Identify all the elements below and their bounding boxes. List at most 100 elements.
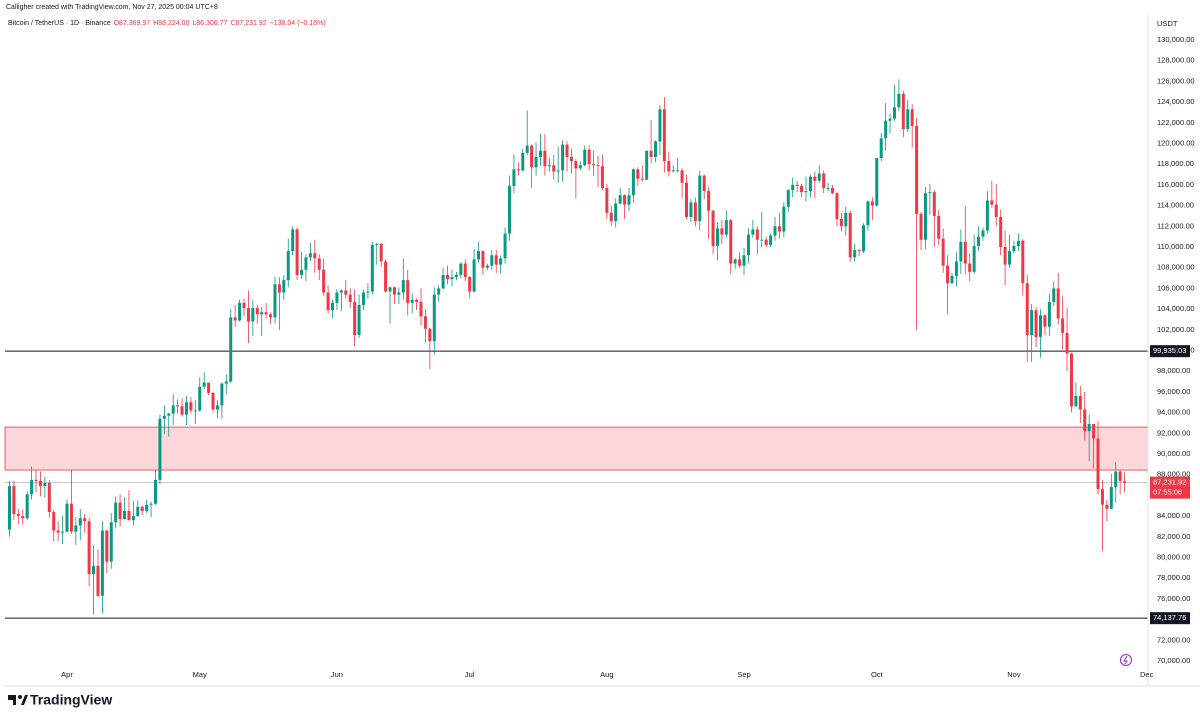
candle-body [627, 195, 631, 205]
candle-body [946, 265, 950, 284]
candle-body [1074, 396, 1078, 407]
candle-body [826, 188, 830, 189]
x-tick-label: May [193, 670, 207, 679]
candle-body [724, 220, 728, 235]
candle-body [459, 263, 463, 275]
candle-body [981, 230, 985, 237]
candle-body [879, 138, 883, 158]
candle-body [397, 292, 401, 295]
x-tick-label: Sep [737, 670, 750, 679]
candle-body [295, 229, 299, 275]
candle-body [1065, 332, 1069, 354]
candle-body [428, 328, 432, 342]
candle-body [795, 184, 799, 186]
candle-body [450, 277, 454, 280]
candle-body [260, 312, 264, 315]
candle-body [198, 386, 202, 411]
ohlc-value: C87,231.92 [230, 20, 266, 27]
candle-body [1003, 247, 1007, 265]
candle-body [370, 244, 374, 292]
candle-body [339, 290, 343, 293]
candle-body [534, 156, 538, 168]
candle-body [485, 265, 489, 268]
candle-body [189, 402, 193, 411]
candle-body [366, 291, 370, 293]
candle-body [928, 192, 932, 194]
ohlc-value: O87,369.97 [114, 20, 151, 27]
candle-body [454, 274, 458, 278]
y-tick-label: 114,000.00 [1157, 201, 1194, 210]
candle-body [552, 165, 556, 172]
y-tick-label: 108,000.00 [1157, 263, 1195, 272]
candle-body [941, 238, 945, 266]
brand-logo [8, 695, 28, 705]
candle-body [78, 518, 82, 526]
candle-body [1100, 489, 1104, 505]
candle-body [565, 144, 569, 157]
candle-body [932, 192, 936, 216]
y-tick-label: 88,000.00 [1157, 470, 1190, 479]
candle-body [508, 185, 511, 234]
candle-body [100, 530, 104, 596]
candle-body [556, 170, 560, 172]
x-tick-label: Nov [1007, 670, 1021, 679]
candle-body [74, 525, 78, 532]
candle-body [65, 503, 69, 532]
candle-body [561, 144, 565, 171]
price-label-box [1150, 345, 1190, 358]
y-tick-label: 96,000.00 [1157, 387, 1190, 396]
candle-body [897, 93, 901, 108]
candle-body [977, 236, 981, 246]
candle-body [583, 149, 587, 166]
candle-body [764, 239, 768, 245]
candle-body [375, 243, 379, 245]
candle-body [184, 402, 188, 415]
candle-body [972, 245, 976, 272]
y-tick-label: 104,000.00 [1157, 304, 1195, 313]
y-tick-label: 70,000.00 [1157, 656, 1190, 665]
candle-body [114, 502, 118, 523]
symbol: Bitcoin / TetherUS · 1D · Binance [8, 20, 111, 27]
candle-body [720, 228, 724, 235]
candle-body [521, 152, 525, 171]
candle-body [1083, 409, 1087, 432]
candle-body [623, 195, 627, 205]
candle-body [1021, 240, 1025, 284]
candle-body [145, 504, 149, 511]
candle-body [870, 201, 874, 206]
candle-body [702, 175, 706, 192]
candle-body [1123, 481, 1127, 483]
candle-body [246, 308, 250, 322]
candle-body [738, 259, 742, 266]
candle-body [693, 202, 697, 222]
candle-body [1025, 283, 1029, 335]
candle-body [813, 176, 817, 181]
y-tick-label: 124,000.00 [1157, 97, 1195, 106]
candle-body [715, 228, 719, 246]
y-tick-label: 72,000.00 [1157, 635, 1190, 644]
candle-body [180, 406, 184, 415]
y-tick-label: 118,000.00 [1157, 159, 1194, 168]
legend: Bitcoin / TetherUS · 1D · Binance O87,369… [8, 20, 326, 27]
candle-body [999, 216, 1003, 247]
candle-body [16, 514, 20, 517]
x-tick-label: Oct [871, 670, 884, 679]
y-tick-label: 112,000.00 [1157, 221, 1194, 230]
candle-body [1109, 487, 1113, 509]
zone [4, 426, 1149, 471]
candle-body [782, 206, 786, 232]
y-tick-label: 76,000.00 [1157, 594, 1190, 603]
candle-body [56, 530, 60, 533]
candle-body [211, 392, 215, 410]
candle-body [92, 565, 96, 575]
candle-body [538, 150, 542, 157]
candle-body [384, 261, 388, 292]
candle-body [994, 204, 998, 217]
candle-body [512, 169, 516, 186]
candle-body [255, 308, 259, 315]
candle-body [251, 308, 255, 322]
candle-body [441, 274, 445, 289]
candle-body [313, 253, 317, 259]
y-tick-label: 120,000.00 [1157, 138, 1195, 147]
